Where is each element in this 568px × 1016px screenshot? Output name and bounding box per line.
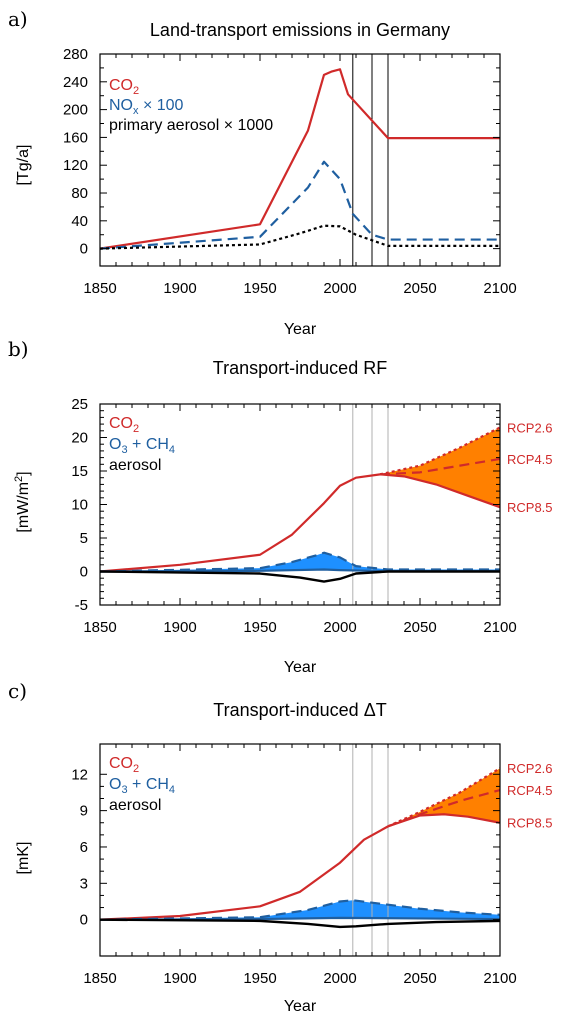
scenario-label-rcp85: RCP8.5: [507, 500, 553, 515]
scenario-label-rcp45: RCP4.5: [507, 452, 553, 467]
y-tick-label: 240: [63, 74, 88, 91]
x-tick-label: 1900: [163, 280, 196, 297]
x-tick-label: 2050: [403, 280, 436, 297]
x-tick-label: 2000: [323, 280, 356, 297]
series-o3-ch4-upper: [99, 551, 500, 573]
scenario-label-rcp85: RCP8.5: [507, 816, 553, 831]
y-tick-label: -5: [75, 597, 88, 614]
plot-area-c: 1850 1900 1950 2000 2050 2100 0 3 6 9 12 RCP2.6 RCP4…: [71, 743, 553, 987]
legend-item-o3-ch4: O3 + CH4: [109, 776, 175, 796]
x-axis-label-b: Year: [284, 659, 317, 676]
x-axis-label-a: Year: [284, 321, 317, 338]
rcp-range-fill: [388, 768, 500, 827]
legend-item-o3-ch4: O3 + CH4: [109, 436, 175, 456]
legend-item-co2: CO2: [109, 77, 139, 97]
series-o3-ch4-lower: [99, 916, 501, 921]
series-primary-aerosol-1000: [99, 224, 500, 250]
o3-ch4-range-fill: [100, 552, 500, 572]
plot-area-b: 1850 1900 1950 2000 2050 2100 -5 0 5 10 15 20 25 RCP2…: [71, 396, 552, 636]
series-rcp2-6: [387, 767, 501, 828]
scenario-label-rcp26: RCP2.6: [507, 420, 553, 435]
y-tick-label: 5: [80, 530, 88, 547]
y-tick-label: 15: [71, 463, 88, 480]
series-rcp4-5: [379, 457, 501, 476]
panel-c: c) Transport-induced ΔT Year [mK] 1850 19…: [8, 679, 553, 1015]
legend-item-aerosol: primary aerosol × 1000: [109, 117, 273, 134]
x-tick-label: 1850: [83, 619, 116, 636]
panel-label-b: b): [8, 337, 29, 361]
plot-area-a: 1850 1900 1950 2000 2050 2100 0 40 80 120 160 200 24…: [63, 46, 517, 297]
x-tick-label: 1850: [83, 970, 116, 987]
series-rcp2-6: [379, 426, 501, 476]
panel-label-a: a): [8, 7, 28, 31]
series-aerosol: [99, 570, 500, 583]
scenario-label-rcp26: RCP2.6: [507, 761, 553, 776]
series-rcp8-5: [379, 473, 501, 509]
legend-item-co2: CO2: [109, 755, 139, 775]
chart-title-a: Land-transport emissions in Germany: [150, 20, 450, 40]
series-o3-ch4-upper: [99, 899, 501, 921]
y-axis-label-a: [Tg/a]: [15, 145, 32, 186]
y-tick-label: 40: [71, 213, 88, 230]
y-tick-label: 280: [63, 46, 88, 63]
legend-a: CO2 NOx × 100 primary aerosol × 1000: [109, 77, 273, 134]
x-tick-label: 1950: [243, 280, 276, 297]
x-tick-label: 2000: [323, 970, 356, 987]
x-tick-label: 2100: [483, 970, 516, 987]
x-axis-label-c: Year: [284, 998, 317, 1015]
legend-item-nox: NOx × 100: [109, 97, 184, 117]
y-tick-label: 25: [71, 396, 88, 413]
y-axis-label-c: [mK]: [15, 842, 32, 875]
panel-label-c: c): [8, 679, 27, 703]
legend-item-co2: CO2: [109, 415, 139, 435]
y-tick-label: 120: [63, 157, 88, 174]
legend-item-aerosol: aerosol: [109, 797, 161, 814]
x-tick-label: 1950: [243, 619, 276, 636]
legend-b: CO2 O3 + CH4 aerosol: [109, 415, 175, 474]
x-tick-label: 1900: [163, 619, 196, 636]
x-tick-label: 1850: [83, 280, 116, 297]
x-tick-label: 2100: [483, 619, 516, 636]
scenario-label-rcp45: RCP4.5: [507, 783, 553, 798]
series-rcp8-5: [387, 813, 501, 828]
x-tick-label: 2100: [483, 280, 516, 297]
series-co2: [99, 68, 500, 250]
y-tick-label: 0: [80, 241, 88, 258]
y-tick-label: 10: [71, 497, 88, 514]
chart-title-b: Transport-induced RF: [213, 358, 387, 378]
chart-title-c: Transport-induced ΔT: [213, 700, 386, 720]
y-tick-label: 0: [80, 912, 88, 929]
legend-item-aerosol: aerosol: [109, 457, 161, 474]
y-tick-label: 9: [80, 803, 88, 820]
y-tick-label: 6: [80, 839, 88, 856]
series-nox-100: [99, 160, 500, 250]
y-tick-label: 20: [71, 430, 88, 447]
x-tick-label: 1950: [243, 970, 276, 987]
series-co2: [99, 825, 389, 921]
y-tick-label: 0: [80, 564, 88, 581]
x-tick-label: 2000: [323, 619, 356, 636]
y-tick-label: 160: [63, 129, 88, 146]
panel-a: a) Land-transport emissions in Germany Y…: [8, 7, 517, 338]
x-tick-label: 2050: [403, 619, 436, 636]
series-co2: [99, 473, 381, 573]
plot-frame: [99, 403, 501, 606]
y-tick-label: 12: [71, 766, 88, 783]
panel-b: b) Transport-induced RF Year [mW/m2] 185…: [8, 337, 553, 676]
o3-ch4-range-fill: [100, 900, 500, 920]
y-tick-label: 200: [63, 102, 88, 119]
series-aerosol: [99, 918, 501, 929]
legend-c: CO2 O3 + CH4 aerosol: [109, 755, 175, 814]
plot-frame: [99, 743, 501, 957]
x-tick-label: 2050: [403, 970, 436, 987]
x-tick-label: 1900: [163, 970, 196, 987]
y-axis-label-b: [mW/m2]: [13, 471, 32, 532]
y-tick-label: 3: [80, 875, 88, 892]
plot-frame: [99, 53, 501, 267]
rcp-range-fill: [380, 427, 500, 508]
y-tick-label: 80: [71, 185, 88, 202]
